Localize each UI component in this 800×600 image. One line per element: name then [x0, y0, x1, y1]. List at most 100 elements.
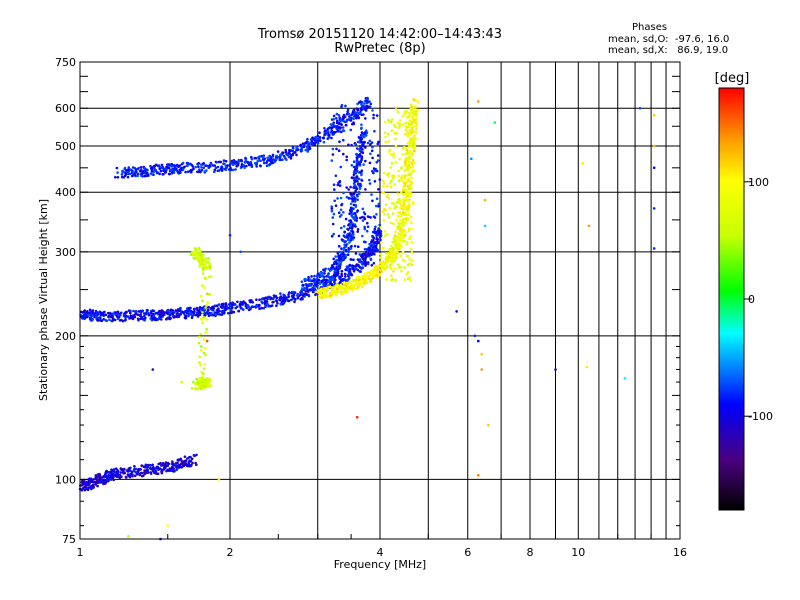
data-point — [302, 287, 306, 290]
data-point — [356, 228, 360, 231]
data-point — [347, 228, 350, 231]
data-point — [236, 160, 239, 164]
data-point — [404, 168, 408, 172]
data-point — [342, 211, 345, 214]
data-point — [178, 164, 182, 167]
data-point — [350, 116, 353, 120]
data-point — [136, 472, 140, 475]
data-point — [325, 290, 329, 293]
data-point — [149, 464, 152, 467]
x-tick-label: 10 — [571, 546, 585, 559]
data-point — [382, 171, 386, 175]
data-point — [93, 312, 97, 315]
data-point — [198, 355, 201, 359]
data-point — [381, 261, 384, 264]
data-point — [219, 305, 223, 309]
data-point — [332, 257, 336, 261]
data-point — [332, 212, 336, 216]
data-point — [403, 278, 407, 282]
data-point — [131, 317, 135, 321]
data-point — [372, 236, 376, 240]
data-point — [363, 140, 366, 144]
data-point — [351, 238, 354, 241]
data-point — [250, 155, 253, 159]
data-point — [346, 110, 349, 113]
data-point — [352, 117, 355, 121]
data-point — [172, 167, 176, 171]
data-point — [352, 165, 356, 169]
data-point — [114, 474, 118, 478]
data-point — [215, 161, 218, 164]
data-point — [312, 290, 315, 294]
data-point — [313, 281, 316, 284]
data-point — [319, 274, 323, 278]
data-point — [200, 370, 203, 374]
data-point — [335, 290, 339, 294]
data-point — [204, 257, 207, 260]
data-point — [364, 188, 367, 191]
data-point — [190, 457, 194, 461]
data-point — [107, 314, 111, 318]
data-point — [344, 217, 348, 221]
data-point — [116, 469, 119, 473]
data-point — [179, 171, 182, 174]
data-point — [402, 223, 405, 226]
data-point — [192, 310, 196, 314]
data-point — [410, 227, 414, 231]
data-point — [180, 380, 183, 384]
data-point — [203, 286, 206, 290]
data-point — [351, 207, 354, 210]
data-point — [338, 184, 342, 187]
data-point — [393, 183, 397, 186]
data-point — [123, 311, 127, 315]
data-point — [407, 277, 411, 280]
data-point — [295, 153, 298, 157]
data-point — [394, 107, 398, 111]
data-point — [340, 284, 344, 288]
data-point — [403, 112, 407, 116]
data-point — [227, 306, 230, 310]
data-point — [354, 252, 358, 255]
data-point — [343, 230, 346, 234]
data-point — [365, 131, 369, 134]
data-point — [232, 310, 236, 314]
data-point — [396, 227, 399, 231]
data-point — [373, 241, 377, 244]
data-point — [192, 167, 195, 171]
data-point — [398, 222, 401, 226]
data-point — [84, 316, 87, 319]
data-point — [115, 166, 119, 170]
data-point — [340, 274, 344, 278]
data-point — [480, 368, 484, 371]
data-point — [300, 146, 304, 149]
data-point — [171, 463, 175, 467]
data-point — [386, 213, 390, 216]
data-point — [404, 234, 407, 237]
data-point — [394, 205, 397, 209]
data-point — [285, 158, 288, 162]
data-point — [94, 315, 98, 319]
data-point — [378, 272, 382, 276]
data-point — [143, 314, 146, 318]
data-point — [198, 376, 202, 380]
data-point — [357, 264, 360, 268]
data-point — [219, 160, 223, 164]
data-point — [407, 202, 411, 206]
data-point — [483, 224, 487, 228]
data-point — [358, 184, 362, 188]
x-axis-label: Frequency [MHz] — [334, 558, 426, 571]
data-point — [390, 255, 394, 258]
data-point — [169, 168, 172, 172]
data-point — [333, 280, 336, 284]
data-point — [221, 303, 225, 307]
data-point — [200, 345, 203, 348]
data-point — [404, 163, 407, 167]
data-point — [287, 293, 290, 296]
data-point — [351, 212, 355, 215]
data-point — [116, 317, 120, 321]
data-point — [392, 174, 396, 178]
data-point — [110, 319, 113, 323]
data-point — [81, 311, 85, 314]
data-point — [408, 187, 411, 191]
data-point — [359, 140, 363, 144]
